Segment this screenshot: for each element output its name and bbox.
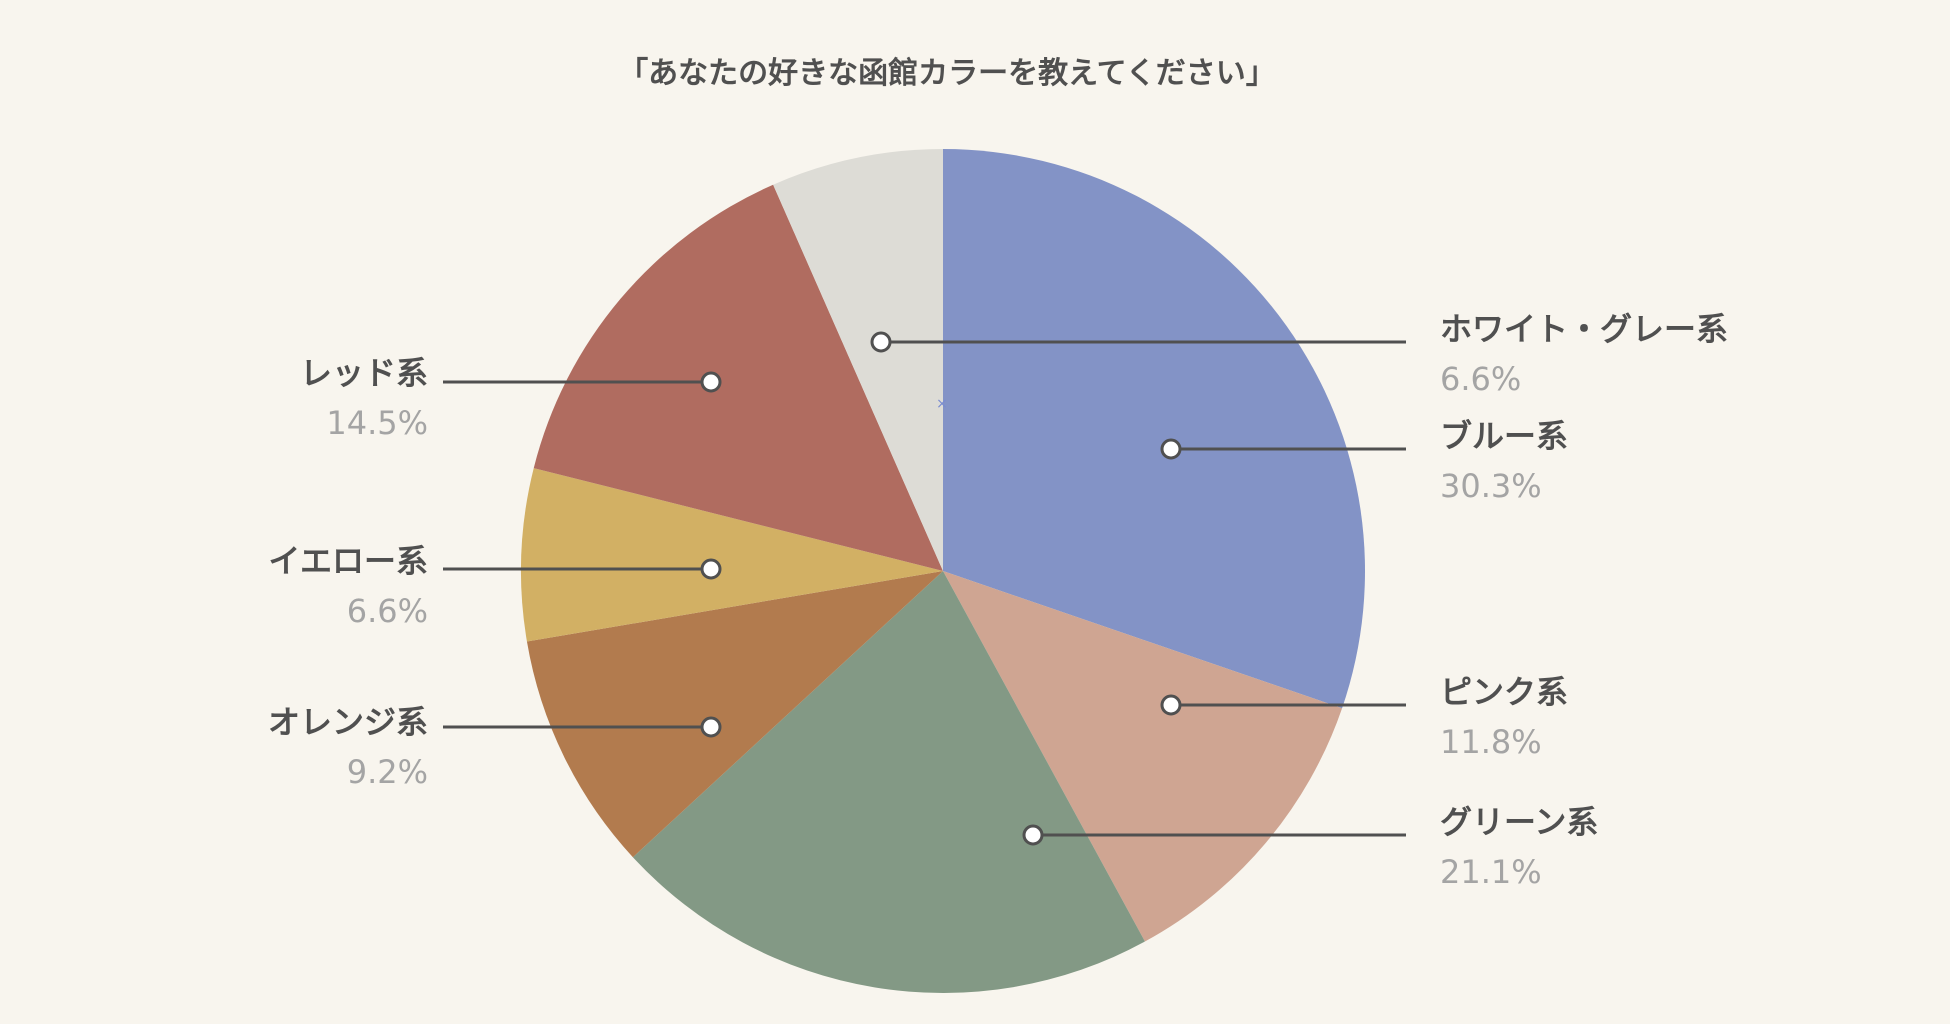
- pie-slice-4: [526, 571, 943, 858]
- slice-label-3: グリーン系: [1440, 803, 1598, 841]
- slice-value-4: 9.2%: [347, 753, 428, 791]
- center-marker: ×: [936, 396, 948, 412]
- slice-label-4: オレンジ系: [268, 703, 428, 741]
- leader-dot-2: [1160, 694, 1182, 716]
- leader-dot-4: [700, 716, 722, 738]
- pie-slice-2: [943, 571, 1343, 942]
- pie-slice-5: [520, 468, 943, 642]
- leader-dot-3: [1022, 824, 1044, 846]
- leader-dot-6: [700, 371, 722, 393]
- slice-value-1: 30.3%: [1440, 467, 1542, 505]
- pie-slice-1: [943, 149, 1366, 709]
- pie-slice-6: [533, 184, 943, 571]
- slice-value-2: 11.8%: [1440, 723, 1542, 761]
- slice-label-1: ブルー系: [1440, 417, 1568, 455]
- slice-value-6: 14.5%: [326, 404, 428, 442]
- slice-label-2: ピンク系: [1440, 673, 1568, 711]
- slice-value-5: 6.6%: [347, 592, 428, 630]
- slice-label-5: イエロー系: [268, 542, 428, 580]
- pie-slice-3: [632, 571, 1145, 993]
- slice-value-3: 21.1%: [1440, 853, 1542, 891]
- leader-dot-1: [1160, 438, 1182, 460]
- pie-slices: [520, 149, 1366, 993]
- leader-dot-7: [870, 331, 892, 353]
- slice-label-7: ホワイト・グレー系: [1440, 310, 1728, 348]
- pie-labels: ブルー系 30.3% ピンク系 11.8% グリーン系 21.1% オレンジ系 9.2% イエロ…: [268, 310, 1728, 891]
- pie-leader-lines: [443, 331, 1406, 846]
- slice-value-7: 6.6%: [1440, 360, 1521, 398]
- slice-label-6: レッド系: [300, 354, 428, 392]
- leader-dot-5: [700, 558, 722, 580]
- pie-slice-7: [773, 149, 943, 571]
- chart-title: 「あなたの好きな函館カラーを教えてください」: [618, 56, 1276, 91]
